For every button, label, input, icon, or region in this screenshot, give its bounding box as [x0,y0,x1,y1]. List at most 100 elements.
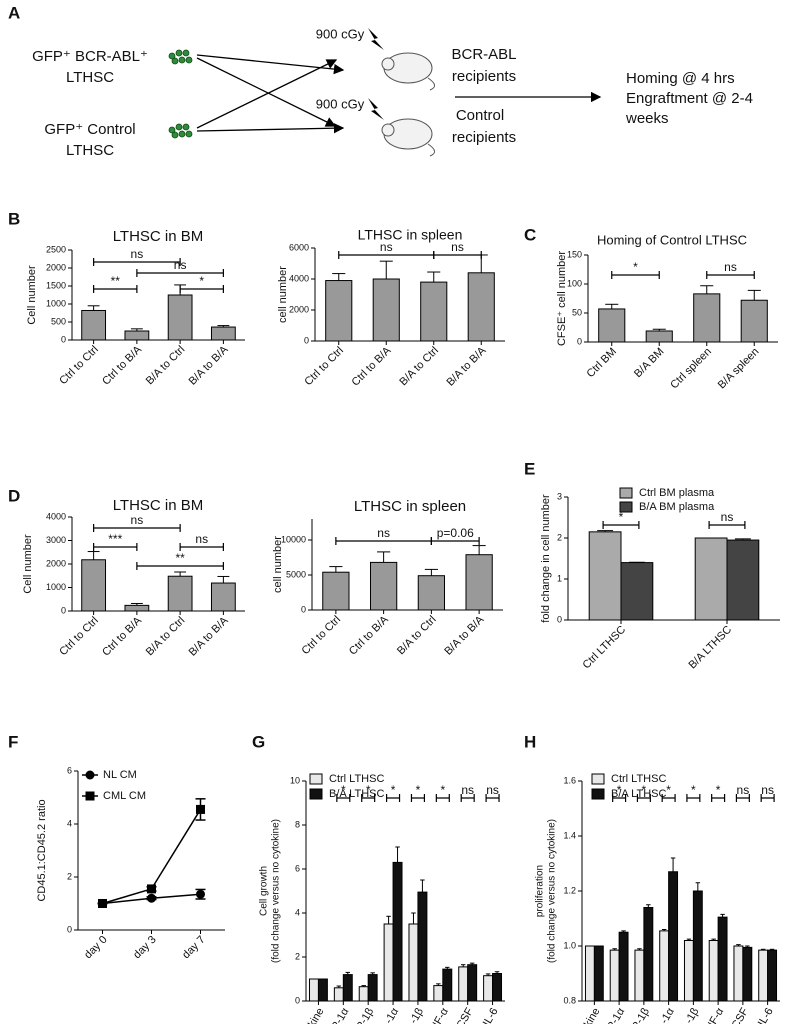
bar [726,539,760,621]
bar [492,973,503,1002]
x-tick-label: Ctrl to B/A [347,613,391,657]
outcome-label: Homing @ 4 hrs [626,70,735,87]
bar [333,987,344,1002]
bar [124,330,150,341]
significance-label: ns [131,247,144,261]
x-tick-label: day 3 [131,934,159,962]
marker [98,899,107,908]
significance-bracket [636,794,651,802]
bar [598,308,626,343]
significance-bracket [711,794,726,802]
bar [372,278,400,342]
y-tick-label: 2 [295,951,300,961]
legend-label: Ctrl LTHSC [329,773,384,785]
legend-marker [85,770,95,780]
y-tick-label: 5000 [286,569,306,579]
y-tick-label: 1.6 [563,775,576,785]
bar [420,281,448,342]
recipient-label: recipients [452,129,516,146]
bar [692,890,703,1002]
y-tick-label: 10 [290,775,300,785]
bar [167,575,193,612]
significance-label: ns [195,532,208,546]
cell-cluster [168,49,193,139]
y-tick-label: 4000 [289,273,309,283]
bar [458,966,469,1002]
significance-bracket [735,794,750,802]
x-tick-label: Ctrl to B/A [349,344,393,388]
bar [124,604,150,612]
bar [694,537,728,621]
bar [740,299,768,343]
bar [634,949,645,1002]
x-tick-label: MIP-1α [599,1005,628,1024]
bar [645,330,673,343]
bar [81,559,107,612]
y-tick-label: 4 [295,907,300,917]
panel-label: E [524,459,535,478]
significance-bracket [433,251,482,259]
y-tick-label: 6000 [289,242,309,252]
x-tick-label: IL-1α [378,1005,401,1024]
x-tick-label: G-CSF [723,1006,751,1024]
bar [683,940,694,1002]
significance-bracket [435,794,450,802]
legend-swatch [309,788,323,800]
significance-label: ns [486,783,499,797]
significance-bracket [93,285,138,293]
bar [758,949,769,1002]
significance-bracket [485,794,500,802]
bar [593,945,604,1002]
bar [342,974,353,1002]
y-tick-label: 1.0 [563,940,576,950]
y-axis-label: CD45.1:CD45.2 ratio [36,799,48,901]
x-tick-label: TNF-α [700,1005,726,1024]
y-tick-label: 0 [304,335,309,345]
panel-label: C [524,225,536,244]
significance-label: ** [175,551,185,565]
significance-label: * [617,783,622,797]
y-tick-label: 0 [301,604,306,614]
x-tick-label: Ctrl to Ctrl [57,344,100,387]
significance-label: ns [724,260,737,274]
legend-swatch [309,773,323,785]
x-tick-label: B/A BM [632,346,666,380]
y-tick-label: 8 [295,819,300,829]
significance-bracket [136,562,224,570]
x-tick-label: MIP-1β [624,1006,652,1024]
y-tick-label: 3 [557,491,562,501]
x-tick-label: B/A to B/A [187,343,231,387]
y-tick-label: 2500 [46,244,66,254]
y-axis-label: (fold change versus no cytokine) [271,819,282,963]
marker [147,884,156,894]
y-axis-label: cell number [272,536,284,593]
source-label: LTHSC [66,69,114,86]
chart-title: Homing of Control LTHSC [597,232,747,247]
y-axis-label: (fold change versus no cytokine) [547,819,558,963]
diagram: GFP⁺ BCR-ABL⁺ LTHSC GFP⁺ Control LTHSC 9… [32,26,753,159]
bar [767,949,778,1002]
significance-label: * [633,260,638,274]
dose-label: 900 cGy [316,26,365,41]
chart-title: LTHSC in BM [113,497,204,514]
chart-title: LTHSC in BM [113,228,204,245]
significance-bracket [430,537,480,545]
y-tick-label: 0.8 [563,995,576,1005]
x-tick-label: Ctrl LTHSC [581,624,629,672]
legend-label: B/A LTHSC [329,788,384,800]
bar [210,326,236,341]
y-tick-label: 0 [295,995,300,1005]
significance-bracket [410,794,426,802]
x-tick-label: no cytokine [288,1006,326,1024]
significance-label: p=0.06 [437,526,474,540]
significance-label: *** [108,532,122,546]
significance-label: ns [721,510,734,524]
marker [196,804,205,814]
significance-label: * [440,783,445,797]
significance-bracket [336,794,351,802]
bar [467,964,478,1002]
legend-label: B/A LTHSC [611,788,666,800]
significance-bracket [460,794,475,802]
bar [392,861,403,1002]
significance-bracket [686,794,701,802]
